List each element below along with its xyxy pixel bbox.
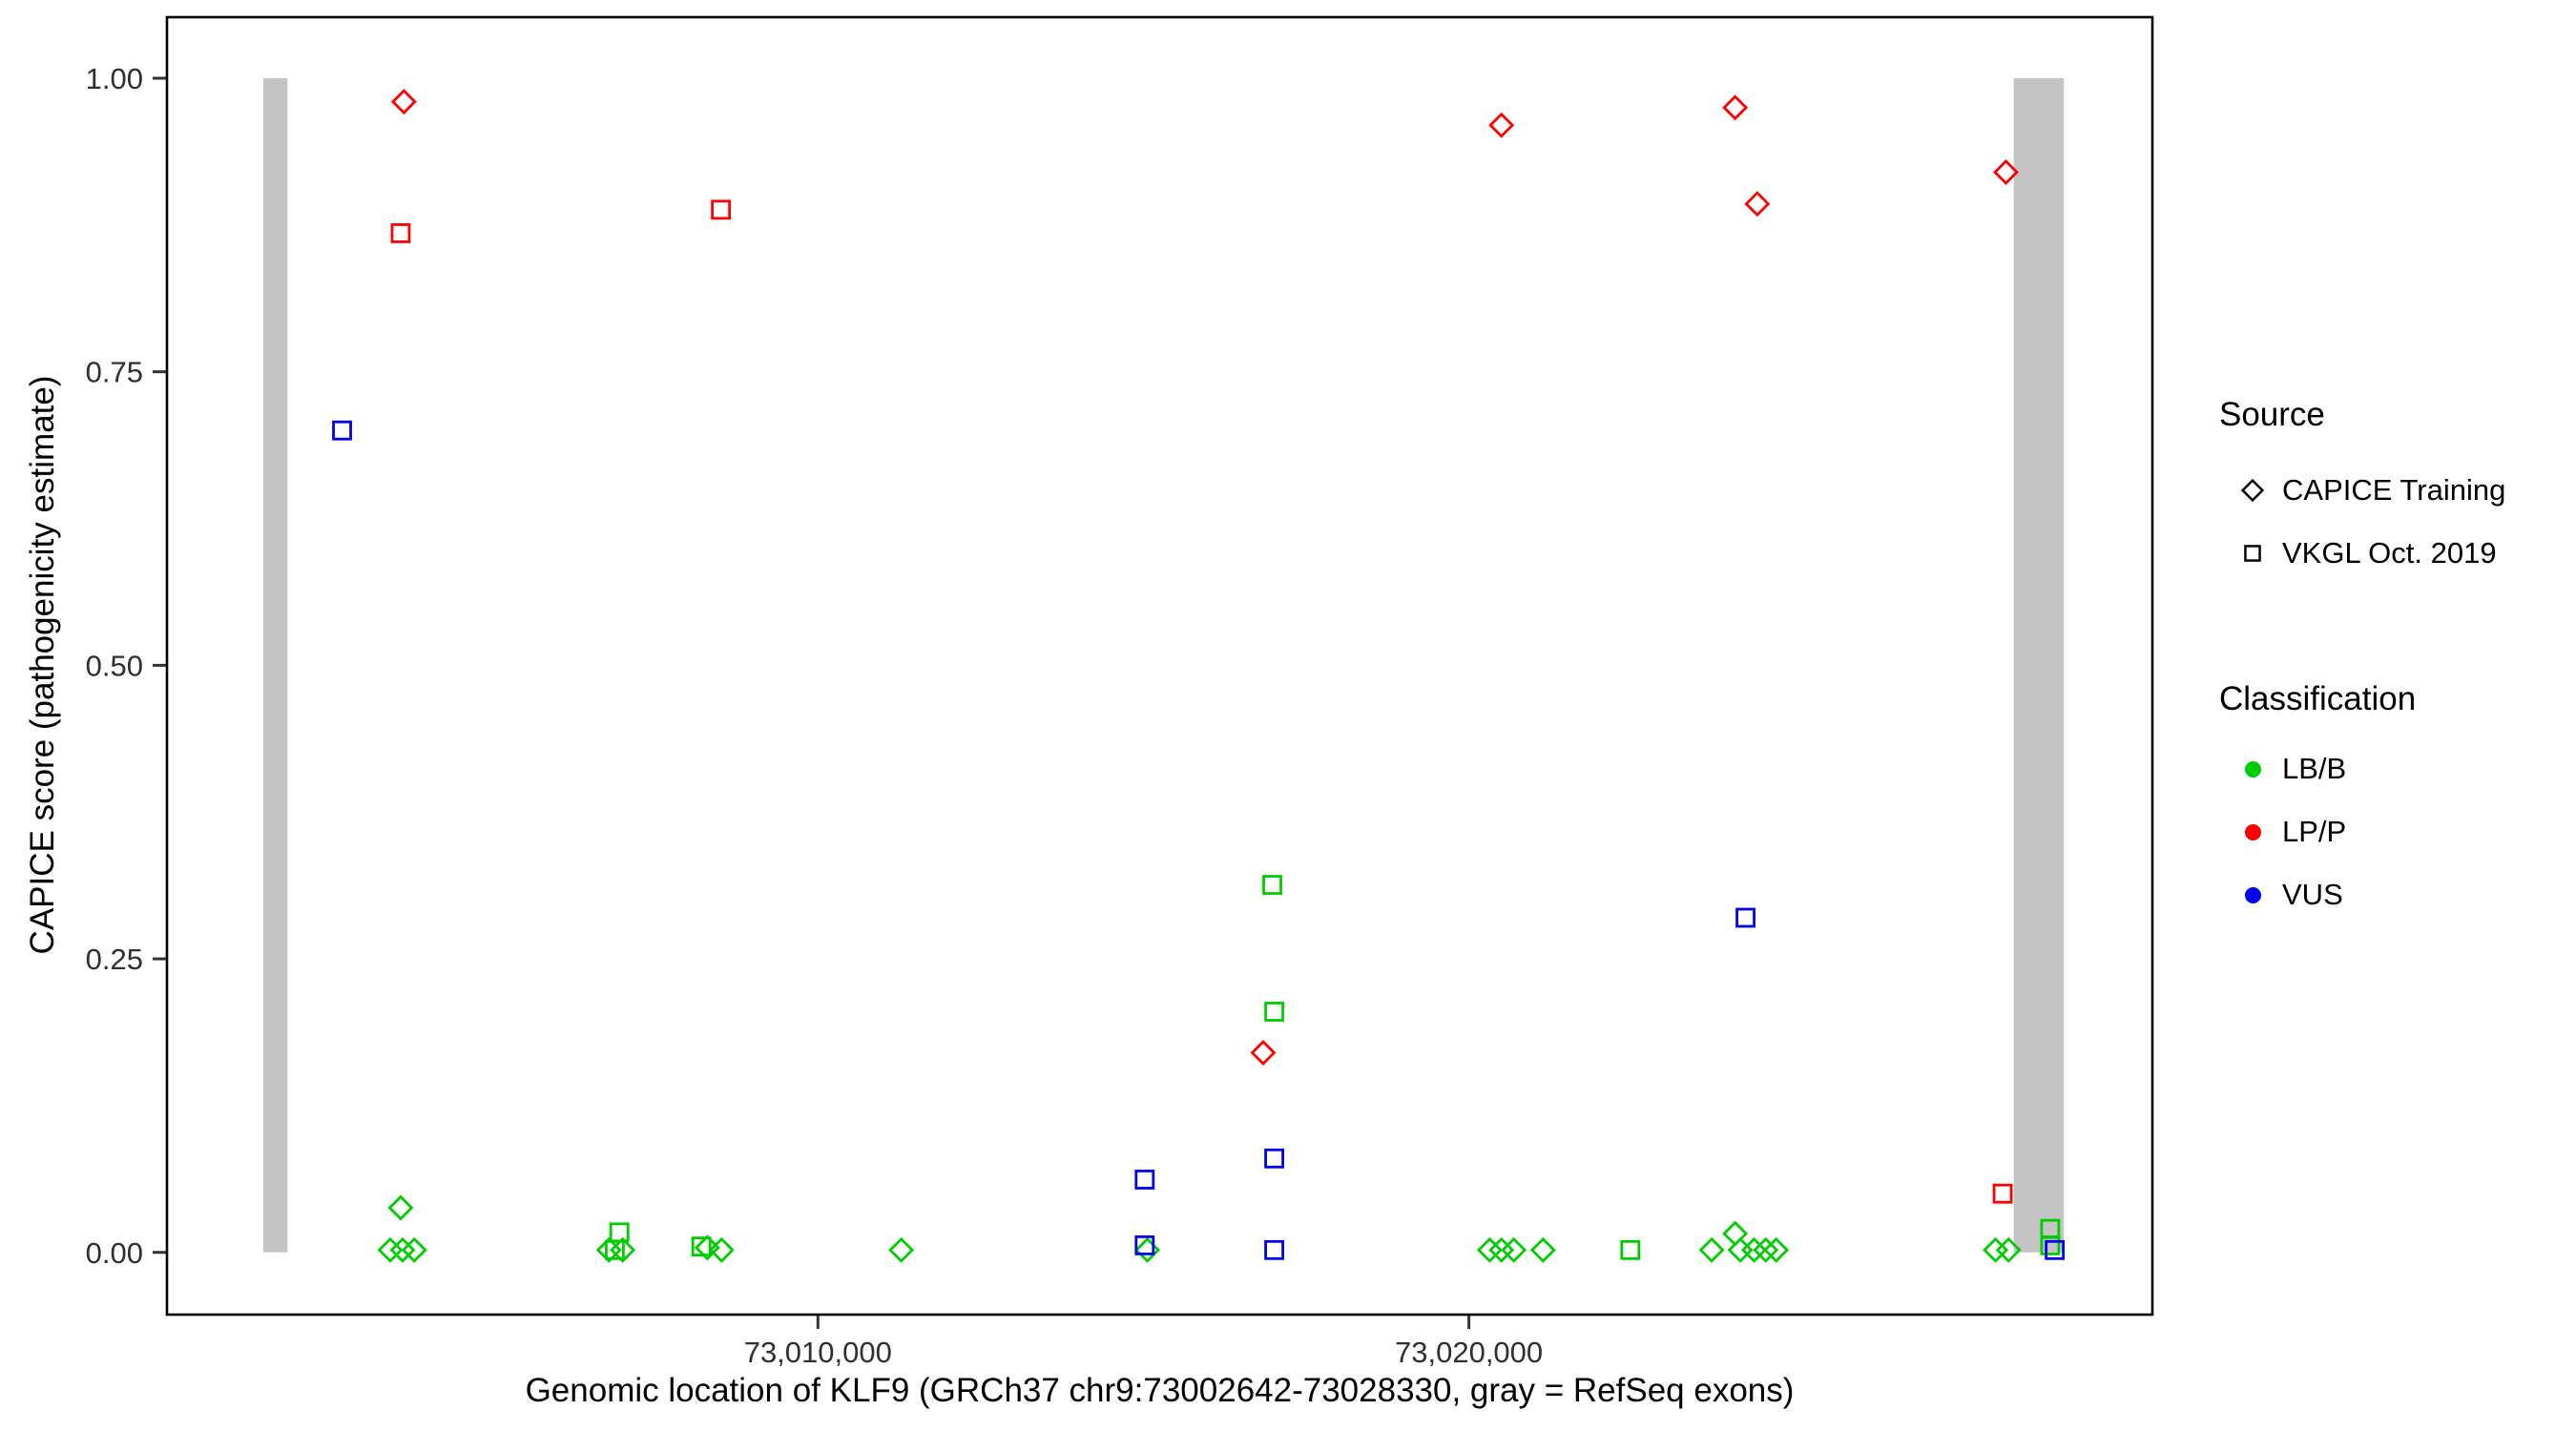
data-point-square [390,223,411,243]
y-axis-label: CAPICE score (pathogenicity estimate) [24,375,61,955]
data-point-square [711,199,732,220]
y-tick-label: 0.75 [86,356,143,389]
data-point-diamond [389,1236,416,1263]
legend-item-label: LB/B [2282,752,2347,785]
data-point-square [332,420,352,441]
data-point-diamond [1995,1236,2022,1263]
legend-item-label: VUS [2282,878,2343,911]
lp-p-dot-icon [2245,823,2261,840]
data-point-square [1264,1002,1284,1022]
data-point-diamond [708,1236,735,1263]
data-point-diamond [1744,191,1771,218]
legend: Source CAPICE Training VKGL Oct. 2019 Cl… [2219,396,2572,926]
data-point-square [691,1236,712,1257]
data-point-diamond [694,1234,720,1261]
data-point-square [1735,907,1755,928]
data-point-square [1262,875,1282,895]
refseq-exon-bar [262,78,288,1253]
data-point-square [1620,1239,1641,1260]
legend-item-vkgl: VKGL Oct. 2019 [2219,522,2572,585]
square-icon [2244,545,2261,562]
data-point-diamond [387,1194,414,1221]
data-point-square [1134,1170,1155,1190]
data-point-square [2040,1234,2061,1255]
vus-dot-icon [2245,886,2261,903]
data-point-diamond [1698,1236,1725,1263]
diamond-icon [2240,478,2265,503]
legend-item-lpp: LP/P [2219,800,2572,863]
data-point-diamond [1476,1236,1503,1263]
x-tick-label: 73,020,000 [1395,1336,1543,1369]
data-point-diamond [1529,1236,1556,1263]
data-point-diamond [1722,94,1749,121]
data-point-diamond [1488,112,1515,138]
data-point-square [1134,1234,1155,1255]
data-point-diamond [1983,1236,2009,1263]
legend-classification-title: Classification [2219,680,2417,717]
data-point-diamond [1740,1236,1767,1263]
data-point-square [1264,1148,1284,1169]
y-tick-label: 1.00 [86,62,143,95]
y-tick-label: 0.00 [86,1236,143,1270]
data-point-diamond [888,1236,915,1263]
data-point-square [609,1222,630,1243]
legend-item-capice-training: CAPICE Training [2219,459,2572,522]
data-point-diamond [1488,1236,1515,1263]
data-point-diamond [401,1236,427,1263]
panel-border [165,15,2154,1317]
refseq-exon-bar [2013,78,2065,1253]
y-tick-label: 0.25 [86,943,143,976]
legend-item-vus: VUS [2219,863,2572,926]
legend-item-lbb: LB/B [2219,737,2572,800]
data-point-square [2045,1239,2066,1260]
data-point-diamond [1250,1040,1277,1067]
data-point-square [605,1239,625,1260]
legend-item-label: CAPICE Training [2282,473,2506,507]
data-point-square [1264,1239,1284,1260]
data-point-diamond [390,89,417,115]
x-tick-label: 73,010,000 [744,1336,892,1369]
data-point-diamond [1763,1236,1790,1263]
data-point-diamond [1753,1236,1779,1263]
legend-item-label: VKGL Oct. 2019 [2282,536,2497,570]
data-point-diamond [377,1236,404,1263]
data-point-diamond [610,1236,636,1263]
data-point-diamond [1993,158,2019,185]
data-point-square [1992,1183,2013,1204]
lb-b-dot-icon [2245,760,2261,778]
legend-item-label: LP/P [2282,815,2347,848]
y-tick-label: 0.50 [86,649,143,682]
x-axis-label: Genomic location of KLF9 (GRCh37 chr9:73… [525,1372,1795,1409]
data-point-diamond [1134,1236,1161,1263]
data-point-diamond [1501,1236,1527,1263]
legend-source-title: Source [2219,396,2325,433]
